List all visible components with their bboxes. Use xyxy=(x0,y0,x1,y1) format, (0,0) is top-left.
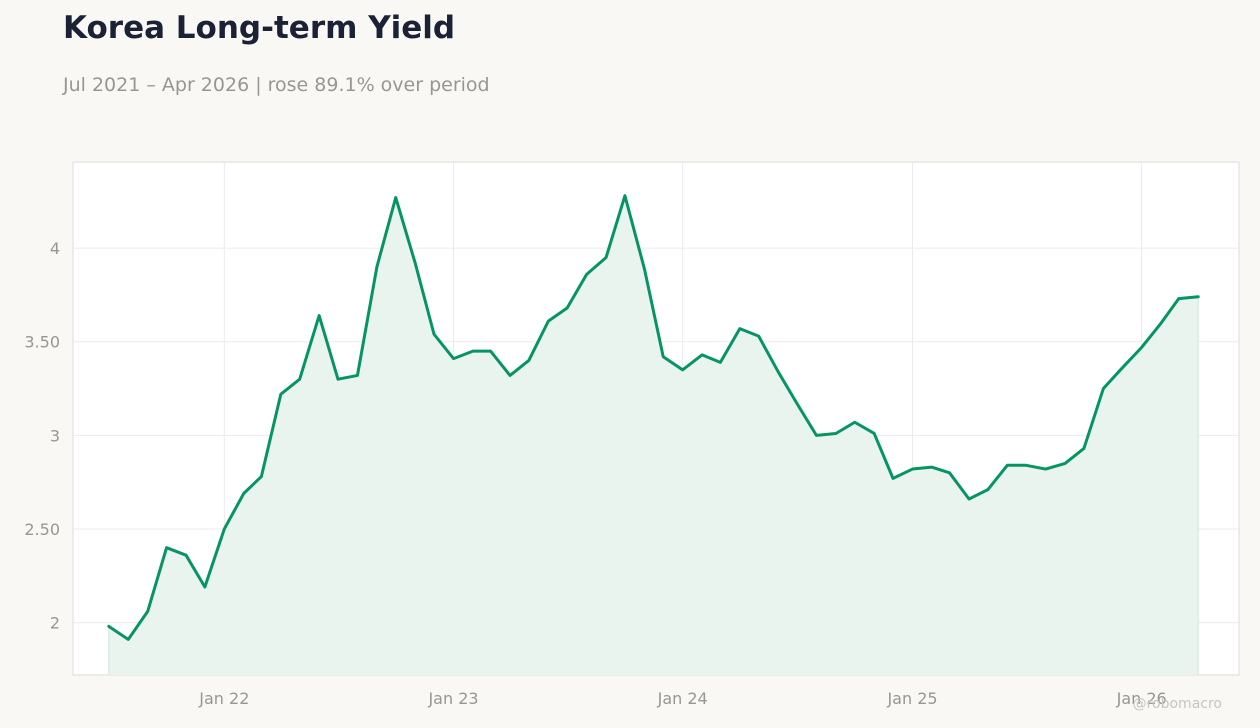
data-point xyxy=(509,374,512,377)
data-point xyxy=(127,638,130,641)
data-point xyxy=(1177,297,1180,300)
y-tick-label: 3.50 xyxy=(24,333,60,352)
data-point xyxy=(566,307,569,310)
data-point xyxy=(738,327,741,330)
data-point xyxy=(298,378,301,381)
yield-area-fill xyxy=(108,195,1199,675)
chart-title: Korea Long-term Yield xyxy=(63,10,456,46)
data-point xyxy=(414,262,417,265)
data-point xyxy=(1102,387,1105,390)
x-axis: Jan 22 Jan 23 Jan 24 Jan 25 Jan 26 xyxy=(198,689,1166,708)
data-point xyxy=(719,361,722,364)
y-tick-label: 4 xyxy=(50,239,60,258)
data-point xyxy=(585,273,588,276)
data-point xyxy=(986,488,989,491)
data-point xyxy=(930,466,933,469)
data-point xyxy=(777,370,780,373)
y-axis: 2 2.50 3 3.50 4 xyxy=(24,239,60,632)
data-point xyxy=(623,194,626,197)
data-point xyxy=(203,586,206,589)
data-point xyxy=(433,333,436,336)
data-point xyxy=(1121,366,1124,369)
data-point xyxy=(489,350,492,353)
data-point xyxy=(1025,464,1028,467)
data-point xyxy=(1160,322,1163,325)
data-point xyxy=(1082,447,1085,450)
data-point xyxy=(757,335,760,338)
data-point xyxy=(662,355,665,358)
x-tick-label: Jan 22 xyxy=(198,689,249,708)
data-point xyxy=(873,432,876,435)
data-point xyxy=(260,475,263,478)
yield-series-line xyxy=(107,194,1200,641)
chart-subtitle: Jul 2021 – Apr 2026 | rose 89.1% over pe… xyxy=(63,74,490,96)
data-point xyxy=(892,477,895,480)
data-point xyxy=(1140,346,1143,349)
data-point xyxy=(795,402,798,405)
data-point xyxy=(681,368,684,371)
data-point xyxy=(242,492,245,495)
area-right-edge xyxy=(108,296,1199,675)
watermark: @robomacro xyxy=(1132,696,1222,712)
data-point xyxy=(968,498,971,501)
x-tick-label: Jan 24 xyxy=(657,689,708,708)
data-point xyxy=(336,378,339,381)
data-point xyxy=(356,374,359,377)
data-point xyxy=(911,468,914,471)
x-tick-label: Jan 25 xyxy=(886,689,937,708)
data-point xyxy=(1006,464,1009,467)
data-point xyxy=(815,434,818,437)
x-tick-label: Jan 26 xyxy=(1116,689,1167,708)
data-point xyxy=(375,265,378,268)
data-point xyxy=(146,610,149,613)
y-tick-label: 2.50 xyxy=(24,520,60,539)
y-tick-label: 2 xyxy=(50,614,60,633)
data-point xyxy=(643,267,646,270)
data-point xyxy=(318,314,321,317)
data-point xyxy=(853,421,856,424)
data-point xyxy=(547,320,550,323)
x-tick-label: Jan 23 xyxy=(427,689,478,708)
data-point xyxy=(1044,468,1047,471)
data-point xyxy=(605,256,608,259)
data-point xyxy=(107,625,110,628)
data-point xyxy=(394,196,397,199)
data-point xyxy=(279,393,282,396)
data-point xyxy=(834,432,837,435)
data-point xyxy=(223,527,226,530)
data-point xyxy=(471,350,474,353)
y-tick-label: 3 xyxy=(50,426,60,445)
data-point xyxy=(165,546,168,549)
data-point xyxy=(527,359,530,362)
data-point xyxy=(1064,462,1067,465)
data-point xyxy=(452,357,455,360)
data-point xyxy=(1197,295,1200,298)
data-point xyxy=(701,353,704,356)
data-point xyxy=(948,471,951,474)
data-point xyxy=(185,554,188,557)
